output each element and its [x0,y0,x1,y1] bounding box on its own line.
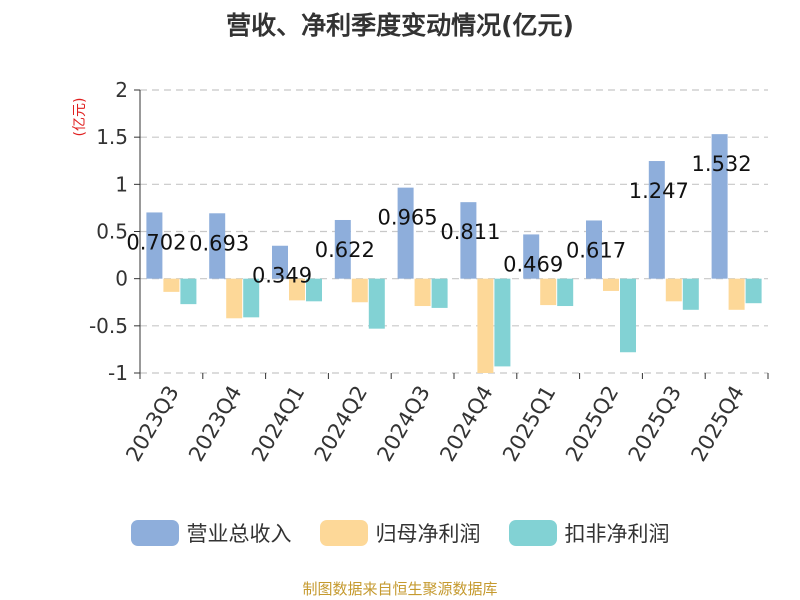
data-label: 0.617 [566,238,626,262]
bar-net-profit [603,278,619,291]
bar-revenue [397,187,414,279]
bar-revenue [648,161,665,279]
bar-net-profit [728,278,745,310]
data-labels: 0.702 0.6930.3490.6220.9650.8110.4690.617… [126,152,751,288]
legend-item-net-profit[interactable]: 归母净利润 [319,518,481,548]
x-tick-label: 2025Q3 [624,382,686,466]
bar-deducted-net-profit [431,278,448,308]
data-label: 0.469 [503,252,563,276]
bar-deducted-net-profit [682,278,699,310]
legend-swatch-net-profit [319,520,368,546]
bar-net-profit [351,278,368,303]
data-label: 0.622 [315,238,375,262]
y-tick-label: 1 [115,172,128,196]
legend: 营业总收入 归母净利润 扣非净利润 [0,518,800,548]
x-tick-label: 2025Q1 [498,382,560,466]
bar-revenue [523,234,540,279]
bar-net-profit [289,278,305,301]
bar-deducted-net-profit [306,278,322,302]
data-label: 0.693 [189,231,249,255]
data-label: 1.247 [629,179,689,203]
bars [146,134,762,373]
bar-revenue [272,245,288,279]
legend-label-deducted-net-profit: 扣非净利润 [564,522,670,546]
x-tick-label: 2025Q2 [561,382,623,466]
bar-net-profit [163,278,180,292]
bar-revenue [711,134,728,279]
bar-deducted-net-profit [494,278,511,367]
y-tick-label: 1.5 [96,125,128,149]
bar-net-profit [477,278,494,373]
y-tick-label: -0.5 [89,314,128,338]
bar-revenue [146,212,163,279]
bar-deducted-net-profit [243,278,260,318]
x-tick-label: 2024Q1 [247,382,309,466]
bar-revenue [460,202,477,279]
bar-revenue [586,220,602,279]
data-label: 0.702 [126,230,186,254]
x-tick-label: 2024Q4 [435,382,497,466]
x-tick-label: 2023Q3 [121,382,183,466]
source-note: 制图数据来自恒生聚源数据库 [302,580,498,598]
legend-item-revenue[interactable]: 营业总收入 [130,518,292,548]
x-tick-label: 2025Q4 [686,382,748,466]
x-tick-label: 2024Q3 [372,382,434,466]
y-tick-label: -1 [108,361,128,385]
legend-swatch-deducted-net-profit [508,520,557,546]
bar-net-profit [226,278,243,319]
legend-swatch-revenue [130,520,179,546]
y-tick-label: 0 [115,267,128,291]
chart-title: 营收、净利季度变动情况(亿元) [226,11,574,40]
x-tick-label: 2024Q2 [310,382,372,466]
legend-label-net-profit: 归母净利润 [375,522,481,546]
bar-net-profit [665,278,682,302]
bar-deducted-net-profit [745,278,762,304]
bar-deducted-net-profit [557,278,574,307]
y-tick-label: 2 [115,78,128,102]
data-label: 1.532 [692,152,752,176]
bar-net-profit [414,278,431,307]
legend-label-revenue: 营业总收入 [186,522,292,546]
data-label: 0.965 [378,206,438,230]
x-tick-label: 2023Q4 [184,382,246,466]
bar-deducted-net-profit [180,278,197,305]
legend-item-deducted-net-profit[interactable]: 扣非净利润 [508,518,670,548]
y-tick-label: 0.5 [96,220,128,244]
bar-deducted-net-profit [620,278,636,353]
y-axis-label: (亿元) [72,98,88,137]
bar-revenue [209,213,226,279]
data-label: 0.349 [252,264,312,288]
bar-net-profit [540,278,557,306]
bar-revenue [334,219,351,279]
data-label: 0.811 [440,220,500,244]
bar-deducted-net-profit [368,278,385,329]
